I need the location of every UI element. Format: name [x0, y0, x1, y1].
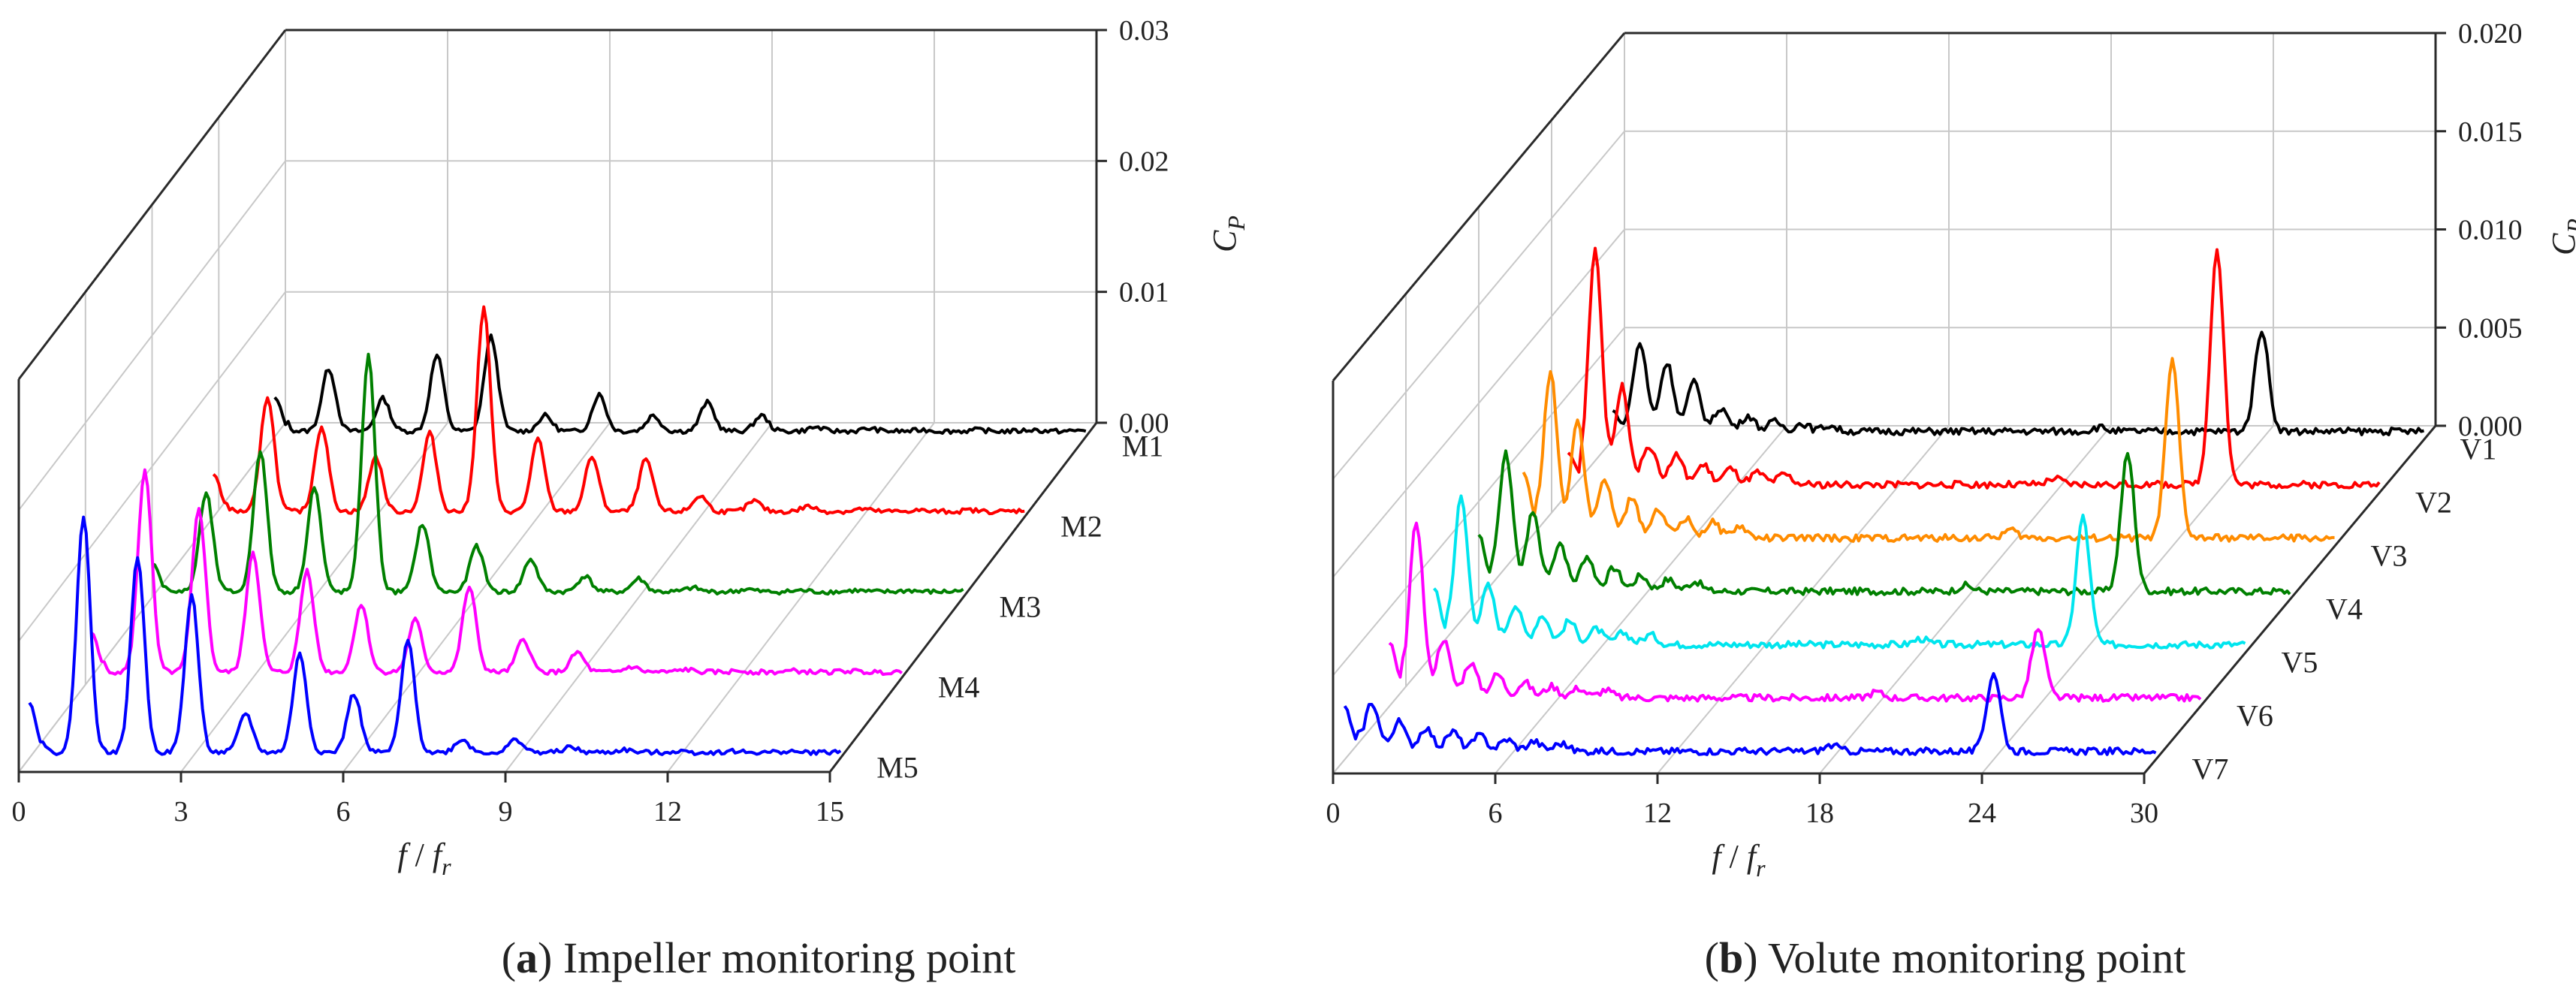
x-tick-label: 24	[1968, 797, 1996, 829]
grid-line	[1819, 33, 2112, 774]
series-M4: M4	[89, 468, 980, 704]
x-tick-label: 9	[499, 796, 513, 828]
z-tick-label: 0.020	[2458, 18, 2523, 50]
series-M1: M1	[273, 333, 1164, 463]
grid	[1332, 32, 2436, 774]
caption-b: (b) Volute monitoring point	[1705, 933, 2186, 982]
series-line	[1522, 357, 2335, 543]
x-tick-label: 0	[1326, 797, 1341, 829]
z-tick-label: 0.010	[2458, 215, 2523, 246]
series-line	[1477, 449, 2291, 596]
series-label: V1	[2460, 433, 2496, 466]
series-line	[28, 515, 842, 756]
series-line	[151, 352, 964, 596]
series-label: M3	[1000, 590, 1042, 624]
series-V1: V1	[1612, 330, 2496, 466]
series-line	[1343, 672, 2157, 756]
z-tick-label: 0.03	[1119, 15, 1169, 47]
x-tick-label: 30	[2130, 797, 2158, 829]
series-line	[273, 333, 1087, 436]
grid-line	[505, 30, 773, 773]
series-label: M2	[1060, 510, 1102, 544]
series-label: V3	[2370, 539, 2407, 573]
series-line	[1432, 494, 2246, 650]
series-V7: V7	[1343, 672, 2229, 785]
z-tick-label: 0.000	[2458, 411, 2523, 442]
grid-line	[1981, 33, 2274, 774]
grid	[18, 29, 1097, 773]
x-tick-label: 15	[816, 796, 844, 828]
panel-a-chart: 0 3 6 9 12 15 0.00 0.01 0.02 0.03 CP f / fr M1 M2 M3 M4…	[12, 15, 1250, 880]
series-label: V7	[2192, 752, 2229, 785]
series-line	[1612, 330, 2424, 436]
series-line	[1388, 521, 2202, 703]
series-label: V4	[2326, 592, 2363, 626]
x-tick-label: 0	[12, 796, 26, 828]
x-tick-label: 12	[1643, 797, 1672, 829]
grid-line	[829, 30, 1097, 773]
series-V4: V4	[1477, 449, 2363, 626]
series-V3: V3	[1522, 357, 2407, 573]
x-tick-label: 18	[1805, 797, 1834, 829]
series-label: V2	[2415, 486, 2452, 520]
panel-b-chart: 0 6 12 18 24 30 0.000 0.005 0.010 0.015 0.020 CP f /…	[1326, 18, 2576, 882]
x-axis-title: f / fr	[397, 837, 451, 880]
series-label: M4	[938, 670, 980, 704]
series-V5: V5	[1432, 494, 2318, 679]
series-line	[212, 305, 1025, 516]
axis-edge	[1332, 32, 1626, 381]
x-tick-label: 12	[653, 796, 682, 828]
axes-frame	[17, 29, 1098, 773]
z-axis-title: CP	[2545, 219, 2576, 255]
series-label: M1	[1122, 430, 1164, 463]
z-tick-label: 0.015	[2458, 116, 2523, 148]
series-line	[89, 468, 903, 677]
grid-line	[1495, 33, 1787, 774]
series-label: M5	[876, 750, 918, 784]
z-tick-label: 0.01	[1119, 277, 1169, 309]
axis-edge	[2143, 425, 2437, 774]
series-V6: V6	[1388, 521, 2273, 732]
series-V2: V2	[1567, 246, 2452, 520]
caption-a: (a) Impeller monitoring point	[502, 933, 1016, 982]
z-axis-title: CP	[1206, 216, 1250, 252]
x-axis-title: f / fr	[1712, 838, 1766, 882]
axes-frame	[1332, 32, 2437, 775]
series-M2: M2	[212, 305, 1102, 544]
x-tick-label: 3	[174, 796, 189, 828]
axis-edge	[828, 422, 1098, 773]
grid-line	[180, 30, 448, 773]
z-tick-label: 0.005	[2458, 312, 2523, 344]
series-label: V5	[2282, 645, 2318, 679]
z-axis-title-text: CP	[1206, 216, 1250, 252]
axis-edge	[17, 29, 287, 380]
x-tick-label: 6	[1489, 797, 1503, 829]
z-tick-label: 0.02	[1119, 146, 1169, 177]
z-tick-label: 0.00	[1119, 408, 1169, 439]
series-M5: M5	[28, 515, 918, 784]
series-label: V6	[2237, 698, 2273, 732]
x-tick-label: 6	[336, 796, 351, 828]
series-M3: M3	[151, 352, 1042, 624]
series-line	[1567, 246, 2381, 490]
z-axis-title-text: CP	[2545, 219, 2576, 255]
